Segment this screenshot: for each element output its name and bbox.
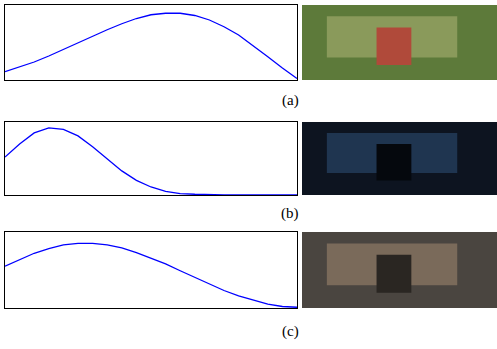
svg-text:(c): (c)	[282, 323, 299, 340]
svg-text:(b): (b)	[281, 205, 299, 222]
svg-text:(a): (a)	[282, 92, 299, 109]
